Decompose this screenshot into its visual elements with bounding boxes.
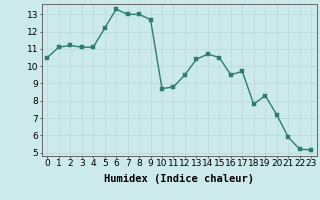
X-axis label: Humidex (Indice chaleur): Humidex (Indice chaleur) (104, 174, 254, 184)
